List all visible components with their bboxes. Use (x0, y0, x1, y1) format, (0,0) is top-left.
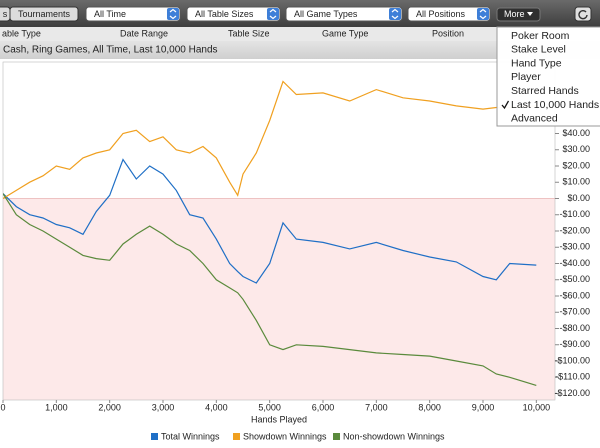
select-arrow (391, 8, 399, 20)
y-tick-label: -$60.00 (559, 290, 590, 300)
y-tick-label: -$30.00 (559, 242, 590, 252)
select-label: All Game Types (294, 9, 358, 19)
y-tick-label: -$20.00 (559, 225, 590, 235)
x-tick-label: 7,000 (365, 402, 388, 412)
menu-item-label: Player (511, 71, 541, 83)
ui: s Tournaments All Time All Table Sizes All G… (0, 6, 600, 127)
y-tick-label: -$110.00 (555, 372, 590, 382)
y-tick-label: -$70.00 (559, 307, 590, 317)
y-tick-label: -$90.00 (559, 339, 590, 349)
x-tick-label: 8,000 (418, 402, 441, 412)
x-axis-title: Hands Played (251, 414, 307, 424)
y-tick-label: $30.00 (562, 144, 590, 154)
select-arrow (269, 8, 277, 20)
select-arrow-box (389, 8, 401, 20)
menu-item-label: Advanced (511, 113, 558, 125)
menu-item-label: Stake Level (511, 44, 566, 56)
y-tick-label: $20.00 (562, 160, 590, 170)
negative-region (3, 198, 555, 400)
column-header: Game Type (322, 28, 368, 38)
tab-button[interactable] (9, 6, 79, 22)
x-tick-label: 0 (0, 402, 5, 412)
y-tick-label: -$120.00 (554, 388, 590, 398)
y-tick-label: -$50.00 (559, 274, 590, 284)
x-tick-label: 5,000 (258, 402, 281, 412)
select[interactable] (407, 6, 491, 22)
select[interactable] (186, 6, 281, 22)
y-tick-label: -$80.00 (559, 323, 590, 333)
menu-item-label: Starred Hands (511, 85, 579, 97)
column-header: Table Size (228, 28, 270, 38)
y-tick-label: -$40.00 (559, 258, 590, 268)
x-tick-label: 3,000 (152, 402, 175, 412)
legend-swatch (233, 433, 240, 440)
select-arrow-box (167, 8, 179, 20)
x-tick-label: 2,000 (98, 402, 121, 412)
filter-bar (0, 41, 600, 59)
select-arrow-box (477, 8, 489, 20)
y-tick-label: $0.00 (567, 193, 590, 203)
more-arrow (527, 12, 533, 16)
menu-item-label: Hand Type (511, 57, 562, 69)
refresh-button[interactable] (574, 6, 592, 22)
select[interactable] (85, 6, 181, 22)
x-tick-label: 4,000 (205, 402, 228, 412)
x-tick-label: 6,000 (312, 402, 335, 412)
legend-swatch (151, 433, 158, 440)
header-row (0, 27, 600, 41)
y-tick-label: -$100.00 (554, 355, 590, 365)
legend-label: Showdown Winnings (243, 431, 327, 441)
series-line (3, 80, 537, 200)
y-tick-label: $40.00 (562, 128, 590, 138)
refresh-icon (578, 9, 588, 20)
menu-item-label: Poker Room (511, 30, 570, 42)
column-header: able Type (2, 28, 41, 38)
more-button[interactable] (496, 7, 541, 22)
legend-label: Non-showdown Winnings (343, 431, 445, 441)
legend-swatch (333, 433, 340, 440)
menu-check (501, 100, 510, 110)
dropdown-menu (496, 26, 600, 127)
select-label: All Positions (416, 9, 466, 19)
y-tick-label: $10.00 (562, 177, 590, 187)
x-tick-label: 9,000 (472, 402, 495, 412)
select[interactable] (285, 6, 403, 22)
filter-label: Cash, Ring Games, All Time, Last 10,000 … (3, 45, 218, 56)
y-tick-label: -$10.00 (559, 209, 590, 219)
column-header: Date Range (120, 28, 168, 38)
series-line (3, 158, 537, 284)
chart: -$120.00 -$110.00 -$100.00 -$90.00 -$80.00 -$… (0, 61, 590, 441)
more-label: More (504, 9, 525, 19)
select-arrow (169, 8, 177, 20)
x-tick-label: 1,000 (45, 402, 68, 412)
select-label: All Time (94, 9, 126, 19)
select-arrow-box (267, 8, 279, 20)
column-header: Position (432, 28, 464, 38)
select-arrow (479, 8, 487, 20)
select-label: All Table Sizes (195, 9, 254, 19)
x-tick-label: 10,000 (523, 402, 551, 412)
series-line (3, 193, 537, 386)
tab-label: s (3, 9, 8, 19)
menu-item-label: Last 10,000 Hands (511, 99, 599, 111)
tab-label: Tournaments (18, 9, 71, 19)
legend-label: Total Winnings (161, 431, 220, 441)
